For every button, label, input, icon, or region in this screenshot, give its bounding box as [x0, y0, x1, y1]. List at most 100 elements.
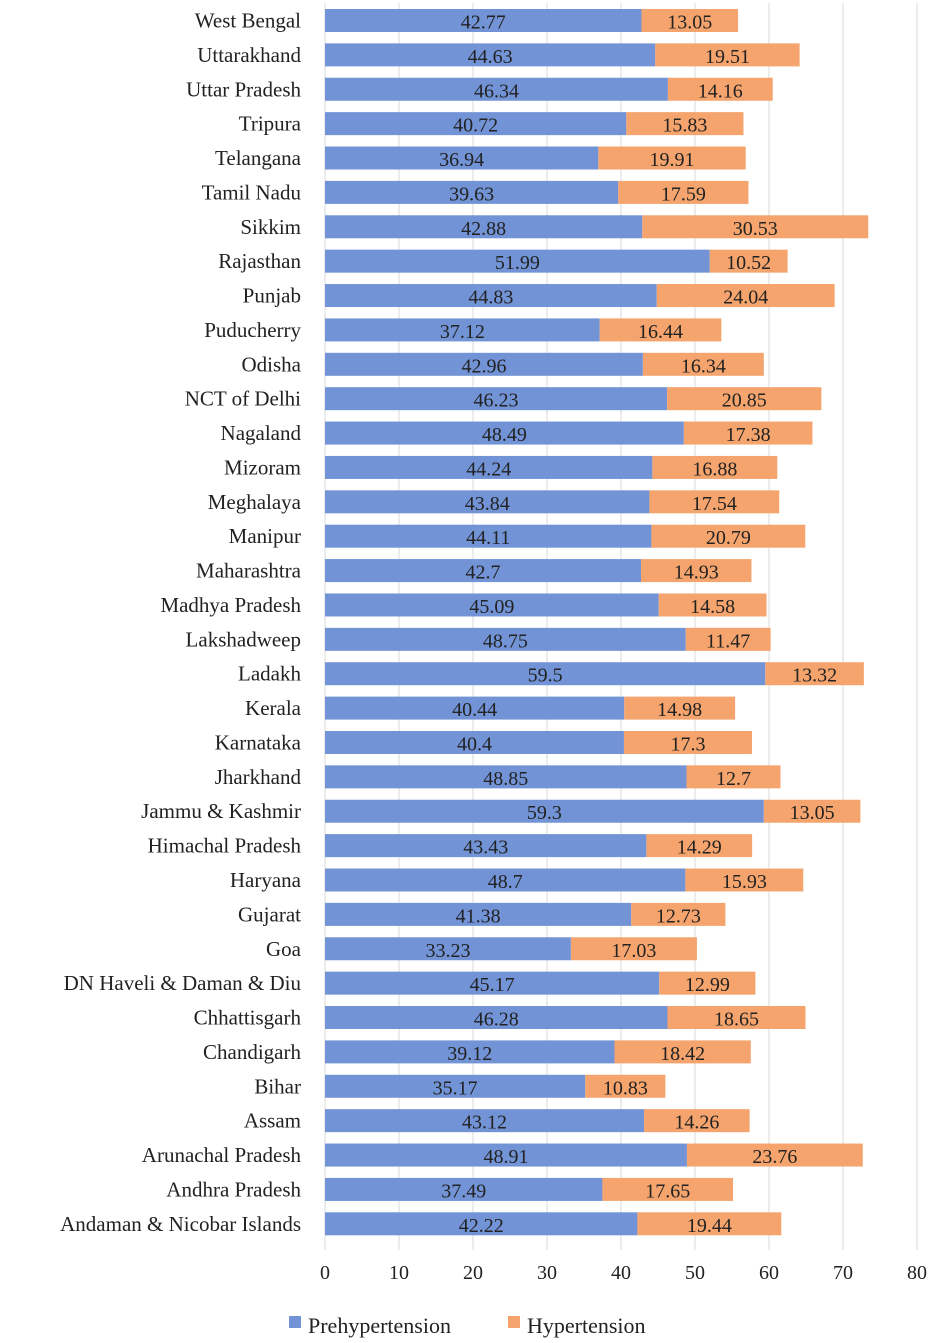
x-tick-label-80: 80: [907, 1262, 927, 1284]
bar-hypertension-ladakh: [765, 662, 864, 686]
data-label-hypertension-ladakh: 13.32: [792, 665, 837, 687]
bar-prehypertension-tripura: [325, 112, 627, 136]
category-label-dn-haveli-and-daman-and-diu: DN Haveli & Daman & Diu: [64, 971, 302, 995]
x-tick-label-40: 40: [611, 1262, 631, 1284]
data-label-hypertension-puducherry: 16.44: [638, 321, 683, 343]
x-tick-label-20: 20: [463, 1262, 483, 1284]
bar-hypertension-punjab: [656, 284, 835, 308]
data-label-prehypertension-karnataka: 40.4: [457, 733, 492, 755]
data-label-prehypertension-uttar-pradesh: 46.34: [474, 80, 519, 102]
category-label-himachal-pradesh: Himachal Pradesh: [148, 834, 302, 858]
bar-hypertension-andaman-and-nicobar-islands: [637, 1212, 782, 1236]
bar-prehypertension-uttar-pradesh: [325, 77, 668, 101]
bar-prehypertension-nagaland: [325, 421, 684, 445]
data-label-prehypertension-nagaland: 48.49: [482, 424, 527, 446]
bar-prehypertension-jammu-and-kashmir: [325, 799, 764, 823]
bar-hypertension-tamil-nadu: [618, 180, 749, 204]
bar-hypertension-meghalaya: [649, 490, 780, 514]
bar-prehypertension-bihar: [325, 1074, 586, 1098]
data-label-prehypertension-kerala: 40.44: [452, 699, 497, 721]
data-label-prehypertension-goa: 33.23: [425, 940, 470, 962]
data-label-prehypertension-nct-of-delhi: 46.23: [474, 390, 519, 412]
data-label-prehypertension-assam: 43.12: [462, 1112, 507, 1134]
data-label-hypertension-lakshadweep: 11.47: [706, 630, 750, 652]
legend-swatch-prehypertension: [289, 1316, 301, 1328]
data-label-hypertension-telangana: 19.91: [650, 149, 695, 171]
data-label-hypertension-karnataka: 17.3: [670, 733, 705, 755]
data-label-prehypertension-bihar: 35.17: [433, 1077, 478, 1099]
category-label-uttar-pradesh: Uttar Pradesh: [186, 77, 301, 101]
bar-prehypertension-uttarakhand: [325, 43, 656, 67]
data-label-hypertension-rajasthan: 10.52: [726, 252, 771, 274]
x-tick-label-70: 70: [833, 1262, 853, 1284]
data-label-prehypertension-maharashtra: 42.7: [465, 562, 500, 584]
bar-hypertension-manipur: [651, 524, 806, 548]
bar-prehypertension-ladakh: [325, 662, 766, 686]
category-label-jammu-and-kashmir: Jammu & Kashmir: [141, 799, 301, 823]
bar-hypertension-karnataka: [623, 730, 752, 754]
data-label-prehypertension-manipur: 44.11: [466, 527, 510, 549]
category-label-ladakh: Ladakh: [238, 662, 301, 686]
category-label-meghalaya: Meghalaya: [208, 490, 302, 514]
bar-hypertension-madhya-pradesh: [658, 593, 767, 617]
bar-hypertension-chandigarh: [614, 1040, 751, 1064]
bar-prehypertension-andaman-and-nicobar-islands: [325, 1212, 638, 1236]
bar-hypertension-jharkhand: [686, 765, 781, 789]
bar-prehypertension-haryana: [325, 868, 686, 892]
data-label-hypertension-andaman-and-nicobar-islands: 19.44: [687, 1215, 732, 1237]
category-label-mizoram: Mizoram: [224, 455, 301, 479]
bar-hypertension-assam: [644, 1109, 750, 1133]
category-label-jharkhand: Jharkhand: [215, 765, 302, 789]
category-label-tripura: Tripura: [239, 112, 302, 136]
data-label-hypertension-west-bengal: 13.05: [667, 12, 712, 34]
data-label-prehypertension-chandigarh: 39.12: [447, 1043, 492, 1065]
bar-hypertension-lakshadweep: [685, 627, 771, 651]
bar-prehypertension-tamil-nadu: [325, 180, 619, 204]
data-label-hypertension-assam: 14.26: [674, 1112, 719, 1134]
legend-label-hypertension: Hypertension: [527, 1313, 646, 1338]
bar-prehypertension-sikkim: [325, 215, 643, 239]
bar-prehypertension-madhya-pradesh: [325, 593, 659, 617]
data-label-hypertension-uttar-pradesh: 14.16: [698, 80, 743, 102]
data-label-hypertension-nagaland: 17.38: [726, 424, 771, 446]
category-label-andhra-pradesh: Andhra Pradesh: [166, 1177, 301, 1201]
data-label-prehypertension-tripura: 40.72: [453, 115, 498, 137]
data-label-prehypertension-gujarat: 41.38: [456, 905, 501, 927]
category-label-maharashtra: Maharashtra: [196, 559, 302, 583]
bar-prehypertension-nct-of-delhi: [325, 387, 668, 411]
data-label-prehypertension-tamil-nadu: 39.63: [449, 183, 494, 205]
category-label-odisha: Odisha: [242, 352, 302, 376]
gridlines: [324, 3, 918, 1250]
x-tick-label-30: 30: [537, 1262, 557, 1284]
bar-prehypertension-chandigarh: [325, 1040, 615, 1064]
data-label-hypertension-mizoram: 16.88: [692, 458, 737, 480]
category-label-karnataka: Karnataka: [215, 730, 302, 754]
category-label-lakshadweep: Lakshadweep: [186, 627, 301, 651]
legend: Prehypertension Hypertension: [289, 1313, 646, 1338]
bar-prehypertension-goa: [325, 937, 571, 961]
x-tick-label-50: 50: [685, 1262, 705, 1284]
bar-prehypertension-jharkhand: [325, 765, 687, 789]
category-label-bihar: Bihar: [254, 1074, 301, 1098]
bar-hypertension-andhra-pradesh: [602, 1177, 734, 1201]
category-label-chandigarh: Chandigarh: [203, 1040, 301, 1064]
bar-prehypertension-west-bengal: [325, 9, 642, 32]
category-label-puducherry: Puducherry: [204, 318, 301, 342]
data-label-hypertension-jammu-and-kashmir: 13.05: [790, 802, 835, 824]
data-label-hypertension-himachal-pradesh: 14.29: [677, 837, 722, 859]
data-label-prehypertension-arunachal-pradesh: 48.91: [483, 1146, 528, 1168]
bar-prehypertension-meghalaya: [325, 490, 650, 514]
data-label-prehypertension-punjab: 44.83: [468, 287, 513, 309]
category-label-madhya-pradesh: Madhya Pradesh: [160, 593, 301, 617]
bars: [325, 9, 869, 1236]
category-label-assam: Assam: [244, 1109, 301, 1133]
data-label-hypertension-sikkim: 30.53: [733, 218, 778, 240]
bar-hypertension-puducherry: [599, 318, 722, 342]
bar-prehypertension-assam: [325, 1109, 645, 1133]
bar-prehypertension-mizoram: [325, 455, 653, 479]
category-label-manipur: Manipur: [229, 524, 301, 548]
bar-hypertension-nct-of-delhi: [667, 387, 822, 411]
data-label-hypertension-bihar: 10.83: [603, 1077, 648, 1099]
data-label-hypertension-nct-of-delhi: 20.85: [722, 390, 767, 412]
